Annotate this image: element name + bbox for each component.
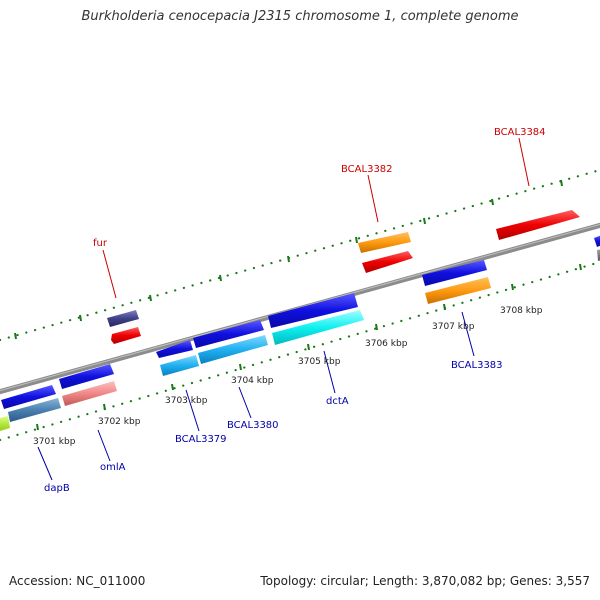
gene-dcta-upper[interactable] (268, 293, 358, 328)
scale-label-3707: 3707 kbp (432, 322, 475, 332)
scale-label-3701: 3701 kbp (33, 437, 76, 447)
gene-bcal3383-upper[interactable] (422, 260, 487, 286)
connector-omla (97, 429, 111, 462)
connector-bcal3383 (461, 311, 475, 357)
scale-label-3703: 3703 kbp (165, 396, 208, 406)
genome-stats-text: Topology: circular; Length: 3,870,082 bp… (260, 574, 590, 588)
gene-dapb-upper[interactable] (1, 385, 56, 409)
gene-label-bcal3382[interactable]: BCAL3382 (341, 164, 393, 175)
scale-label-3702: 3702 kbp (98, 417, 141, 427)
connector-dapb (37, 446, 53, 481)
gene-bcal3379-upper[interactable] (156, 340, 193, 358)
gene-fur-upper[interactable] (107, 310, 139, 327)
dotted-ring-upper (0, 168, 600, 342)
gene-bcal3382-upper[interactable] (358, 232, 411, 253)
gene-label-omla[interactable]: omlA (100, 462, 126, 473)
gene-label-fur[interactable]: fur (93, 238, 108, 249)
gene-label-bcal3380[interactable]: BCAL3380 (227, 420, 279, 431)
gene-bcal3384[interactable] (496, 210, 580, 240)
gene-label-bcal3384[interactable]: BCAL3384 (494, 127, 546, 138)
gene-label-bcal3379[interactable]: BCAL3379 (175, 434, 227, 445)
connector-bcal3384 (518, 137, 530, 187)
scale-label-3704: 3704 kbp (231, 376, 274, 386)
gene-bcal3380[interactable] (198, 335, 268, 364)
gene-omla-upper[interactable] (59, 364, 114, 389)
gene-bcal3379[interactable] (160, 355, 199, 376)
gene-bcal3380-upper[interactable] (193, 320, 264, 348)
gene-edge-grey[interactable] (597, 249, 600, 261)
major-ticks-upper (14, 179, 563, 340)
gene-label-bcal3383[interactable]: BCAL3383 (451, 360, 503, 371)
map-title: Burkholderia cenocepacia J2315 chromosom… (81, 9, 519, 24)
connector-dcta (323, 350, 336, 394)
gene-fur[interactable] (111, 327, 141, 344)
dotted-ring-lower (0, 260, 600, 442)
gene-dapb[interactable] (8, 398, 61, 422)
gene-edge-blue-upper[interactable] (594, 235, 600, 247)
gene-label-dcta[interactable]: dctA (326, 396, 349, 407)
connector-bcal3380 (238, 386, 252, 419)
scale-label-3708: 3708 kbp (500, 306, 543, 316)
connector-bcal3379 (185, 389, 200, 432)
gene-bcal3383[interactable] (425, 277, 491, 304)
gene-label-dapb[interactable]: dapB (44, 483, 70, 494)
gene-bcal3382[interactable] (362, 251, 413, 273)
accession-text: Accession: NC_011000 (9, 574, 146, 588)
connector-fur (102, 249, 117, 299)
major-ticks-lower (36, 263, 582, 431)
scale-label-3706: 3706 kbp (365, 339, 408, 349)
connector-bcal3382 (367, 174, 379, 223)
gene-omla[interactable] (62, 381, 117, 406)
gene-edge-lime[interactable] (0, 416, 10, 431)
gene-dcta[interactable] (272, 310, 364, 345)
scale-label-3705: 3705 kbp (298, 357, 341, 367)
